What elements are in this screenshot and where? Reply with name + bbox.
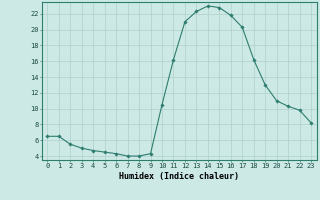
X-axis label: Humidex (Indice chaleur): Humidex (Indice chaleur) (119, 172, 239, 181)
